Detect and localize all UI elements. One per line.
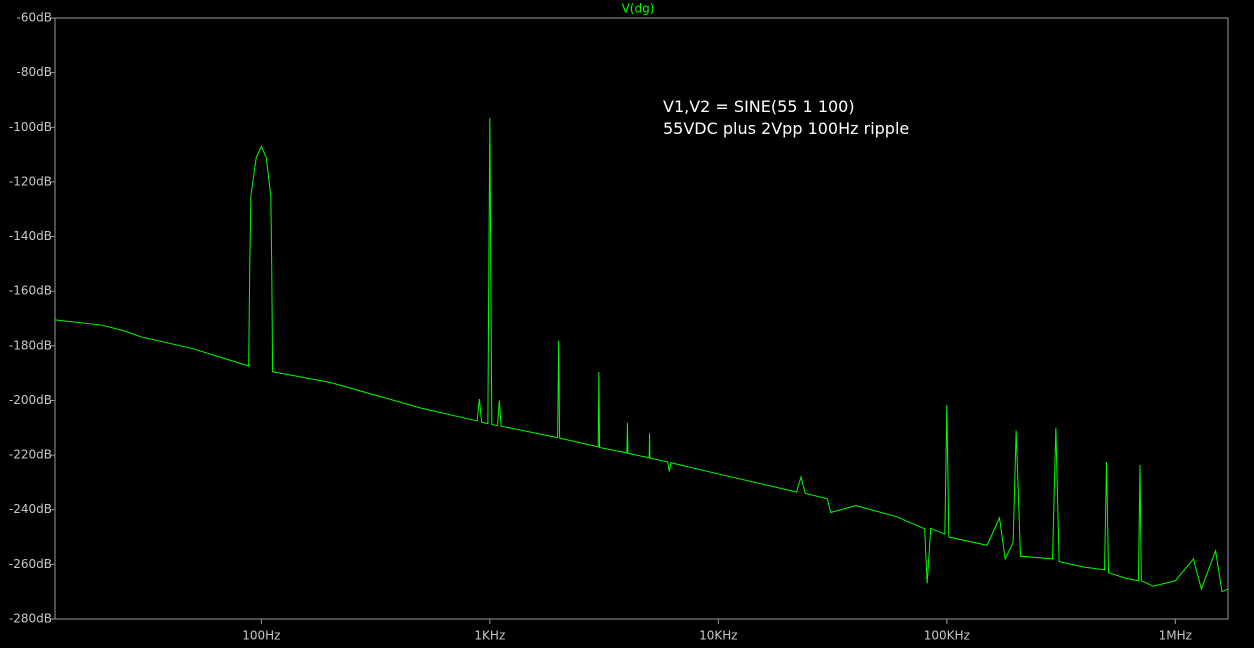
y-tick-label: -160dB — [9, 284, 52, 298]
x-tick-label: 100Hz — [242, 629, 280, 643]
y-tick-label: -80dB — [17, 65, 52, 79]
y-tick-label: -60dB — [17, 11, 52, 25]
annotation: 55VDC plus 2Vpp 100Hz ripple — [663, 119, 909, 138]
y-tick-label: -280dB — [9, 612, 52, 626]
y-tick-label: -180dB — [9, 338, 52, 352]
y-tick-label: -260dB — [9, 557, 52, 571]
x-tick-label: 10KHz — [699, 629, 737, 643]
y-tick-label: -240dB — [9, 502, 52, 516]
y-tick-label: -100dB — [9, 120, 52, 134]
y-tick-label: -140dB — [9, 229, 52, 243]
series-title: V(dg) — [622, 2, 655, 16]
y-tick-label: -220dB — [9, 448, 52, 462]
trace — [54, 117, 1229, 593]
plot-frame — [54, 17, 1229, 620]
y-tick-label: -200dB — [9, 393, 52, 407]
x-tick-label: 100KHz — [924, 629, 970, 643]
x-tick-label: 1KHz — [474, 629, 505, 643]
x-tick-label: 1MHz — [1159, 629, 1192, 643]
annotation: V1,V2 = SINE(55 1 100) — [663, 97, 855, 116]
y-tick-label: -120dB — [9, 174, 52, 188]
